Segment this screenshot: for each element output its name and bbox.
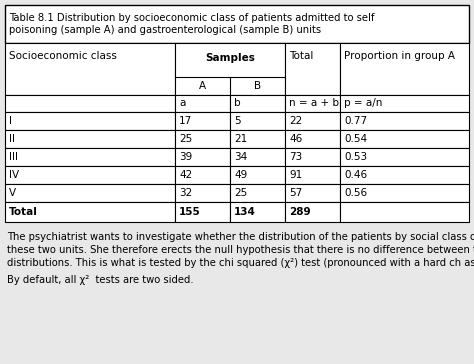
Text: 22: 22 [289, 116, 302, 126]
Bar [230, 202, 285, 222]
Text: 25: 25 [179, 134, 192, 144]
Text: a: a [179, 99, 185, 108]
Text: Total: Total [9, 207, 38, 217]
Bar [175, 95, 230, 112]
Bar [285, 184, 340, 202]
Bar [340, 184, 469, 202]
Text: 0.53: 0.53 [344, 152, 367, 162]
Text: 21: 21 [234, 134, 247, 144]
Text: 0.56: 0.56 [344, 188, 367, 198]
Text: I: I [9, 116, 12, 126]
Text: Table 8.1 Distribution by socioeconomic class of patients admitted to self
poiso: Table 8.1 Distribution by socioeconomic … [9, 13, 374, 35]
Bar [5, 148, 175, 166]
Text: 289: 289 [289, 207, 310, 217]
Bar [5, 95, 175, 112]
Text: 57: 57 [289, 188, 302, 198]
Bar [5, 43, 175, 95]
Bar [285, 112, 340, 130]
Bar [230, 112, 285, 130]
Text: Proportion in group A: Proportion in group A [344, 51, 455, 61]
Text: The psychiatrist wants to investigate whether the distribution of the patients b: The psychiatrist wants to investigate wh… [7, 232, 474, 242]
Text: 17: 17 [179, 116, 192, 126]
Text: 34: 34 [234, 152, 247, 162]
Text: these two units. She therefore erects the null hypothesis that there is no diffe: these two units. She therefore erects th… [7, 245, 474, 255]
Text: distributions. This is what is tested by the chi squared (χ²) test (pronounced w: distributions. This is what is tested by… [7, 258, 474, 268]
Text: III: III [9, 152, 18, 162]
Text: 25: 25 [234, 188, 247, 198]
Text: B: B [254, 81, 261, 91]
Text: 46: 46 [289, 134, 302, 144]
Bar [175, 112, 230, 130]
Bar [175, 130, 230, 148]
Text: A: A [199, 81, 206, 91]
Bar [285, 166, 340, 184]
Text: Samples: Samples [205, 53, 255, 63]
Bar [230, 148, 285, 166]
Bar [340, 202, 469, 222]
Bar [340, 95, 469, 112]
Bar [340, 130, 469, 148]
Text: 73: 73 [289, 152, 302, 162]
Bar [175, 43, 285, 95]
Bar [175, 184, 230, 202]
Bar [175, 166, 230, 184]
Text: 39: 39 [179, 152, 192, 162]
Text: Socioeconomic class: Socioeconomic class [9, 51, 117, 61]
Text: IV: IV [9, 170, 19, 180]
Bar [285, 148, 340, 166]
Bar [340, 166, 469, 184]
Bar [5, 166, 175, 184]
Text: By default, all χ²  tests are two sided.: By default, all χ² tests are two sided. [7, 275, 193, 285]
Text: b: b [234, 99, 241, 108]
Bar [285, 130, 340, 148]
Text: 0.46: 0.46 [344, 170, 367, 180]
Text: V: V [9, 188, 16, 198]
Bar [175, 202, 230, 222]
Text: Total: Total [289, 51, 313, 61]
Bar [175, 148, 230, 166]
Text: 0.54: 0.54 [344, 134, 367, 144]
Bar [230, 184, 285, 202]
Text: 91: 91 [289, 170, 302, 180]
Bar [340, 148, 469, 166]
Text: 0.77: 0.77 [344, 116, 367, 126]
Bar [285, 43, 340, 95]
Text: n = a + b: n = a + b [289, 99, 339, 108]
Bar [340, 43, 469, 95]
Bar [230, 95, 285, 112]
Text: 134: 134 [234, 207, 256, 217]
Text: 5: 5 [234, 116, 241, 126]
Bar [5, 112, 175, 130]
Text: p = a/n: p = a/n [344, 99, 383, 108]
Bar [340, 112, 469, 130]
Text: 32: 32 [179, 188, 192, 198]
Text: 155: 155 [179, 207, 201, 217]
Text: 49: 49 [234, 170, 247, 180]
Bar [230, 166, 285, 184]
Bar [5, 184, 175, 202]
Bar [5, 130, 175, 148]
Bar [285, 202, 340, 222]
Bar [5, 202, 175, 222]
Text: II: II [9, 134, 15, 144]
Text: 42: 42 [179, 170, 192, 180]
Bar [285, 95, 340, 112]
Bar [230, 130, 285, 148]
Bar [5, 5, 469, 43]
